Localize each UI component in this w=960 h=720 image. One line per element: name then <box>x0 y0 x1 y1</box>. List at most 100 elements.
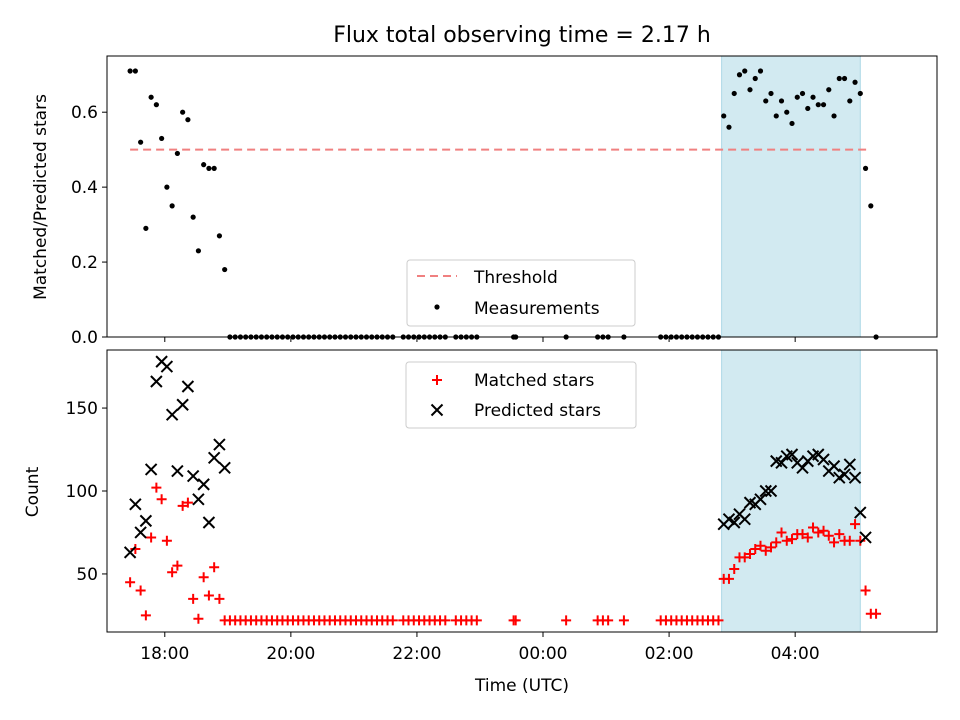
legend-plus-marker <box>432 375 442 385</box>
measurement-point <box>799 90 806 97</box>
matched-stars-point <box>766 542 776 553</box>
top-legend: Threshold Measurements <box>406 259 636 327</box>
predicted-stars-point <box>827 459 841 473</box>
measurement-point <box>810 94 816 100</box>
predicted-stars-point <box>192 493 205 506</box>
bottom-xtick-label: 02:00 <box>645 644 694 664</box>
matched-stars-point <box>140 610 151 621</box>
predicted-stars-point <box>129 498 142 511</box>
measurement-point <box>138 139 144 145</box>
matched-stars-point <box>125 577 136 588</box>
predicted-stars-point <box>186 469 200 483</box>
measurement-point <box>847 98 853 104</box>
measurement-point <box>174 150 180 157</box>
bottom-ytick-label: 150 <box>66 399 98 419</box>
measurement-point <box>132 68 138 74</box>
observing-window-band <box>721 349 861 633</box>
matched-stars-point <box>618 615 629 626</box>
bottom-ylabel: Count <box>23 466 43 517</box>
measurement-point <box>757 68 764 74</box>
matched-stars-point <box>510 615 521 626</box>
predicted-stars-point <box>144 463 158 476</box>
predicted-stars-point <box>859 531 872 544</box>
measurement-point <box>726 124 732 130</box>
measurement-point <box>789 120 795 127</box>
matched-stars-point <box>818 525 829 536</box>
measurement-point <box>752 75 758 82</box>
matched-stars-point <box>813 527 824 538</box>
matched-stars-point <box>203 590 214 601</box>
predicted-stars-point <box>134 526 147 539</box>
legend-predicted-label: Predicted stars <box>474 401 601 421</box>
matched-stars-point <box>188 593 199 604</box>
bottom-xtick-label: 20:00 <box>266 644 315 664</box>
matched-stars-point <box>209 562 220 573</box>
predicted-stars-point <box>843 458 857 471</box>
predicted-stars-point <box>759 484 772 498</box>
matched-stars-point <box>723 573 734 584</box>
measurement-point <box>857 90 863 97</box>
predicted-stars-point <box>785 448 799 461</box>
measurement-point <box>862 165 869 171</box>
bottom-xtick-label: 00:00 <box>519 644 568 664</box>
top-ytick-label: 0.4 <box>71 178 98 198</box>
measurement-point <box>815 102 821 108</box>
top-panel: 0.0 0.2 0.4 0.6 Matched/Predicted stars Thr… <box>31 55 938 348</box>
measurement-point <box>721 113 727 119</box>
matched-stars-point <box>781 535 792 546</box>
measurement-point <box>190 214 196 220</box>
matched-stars-point <box>471 615 482 626</box>
predicted-stars-point <box>728 516 741 529</box>
measurement-point <box>127 68 133 74</box>
measurement-point <box>159 135 165 142</box>
matched-stars-point <box>844 535 855 546</box>
matched-stars-point <box>146 532 157 543</box>
bottom-xlabel: Time (UTC) <box>474 676 569 696</box>
matched-stars-point <box>214 593 225 604</box>
matched-stars-point <box>198 572 209 583</box>
measurement-point <box>768 90 774 97</box>
predicted-stars-point <box>171 464 184 478</box>
top-ytick-label: 0.2 <box>71 253 98 273</box>
measurement-point <box>794 94 800 100</box>
predicted-stars-point <box>848 471 862 484</box>
predicted-stars-point <box>181 380 195 393</box>
measurement-point <box>778 98 785 104</box>
measurement-point <box>747 87 753 93</box>
predicted-stars-point <box>202 516 216 529</box>
matched-stars-point <box>755 540 766 551</box>
measurement-point <box>211 165 217 171</box>
measurement-point <box>164 184 170 190</box>
bottom-panel: 50 100 150 18:00 20:00 22:00 00:00 02:00 04:00 C… <box>23 349 938 696</box>
measurement-point <box>143 225 149 231</box>
matched-stars-point <box>182 497 193 508</box>
matched-stars-point <box>802 532 813 543</box>
legend-measurements-swatch <box>434 304 440 310</box>
legend-matched-swatch <box>432 375 442 385</box>
matched-stars-point <box>193 613 204 624</box>
matched-stars-point <box>834 529 845 540</box>
top-ytick-label: 0.6 <box>71 103 98 123</box>
predicted-stars-point <box>176 398 189 411</box>
measurement-point <box>201 162 207 168</box>
predicted-stars-point <box>123 546 137 559</box>
matched-stars-point <box>561 615 572 626</box>
bottom-xtick-label: 04:00 <box>771 644 820 664</box>
matched-stars-point <box>797 529 808 540</box>
matched-stars-point <box>860 585 871 596</box>
measurement-point <box>742 68 748 74</box>
predicted-stars-point <box>218 461 231 474</box>
predicted-stars-point <box>150 375 163 388</box>
predicted-stars-point <box>197 478 210 491</box>
predicted-stars-point <box>738 512 751 526</box>
predicted-stars-point <box>838 468 851 481</box>
measurement-point <box>826 87 832 93</box>
observing-window-band <box>721 55 861 338</box>
measurement-point <box>731 90 737 97</box>
matched-stars-point <box>823 530 834 541</box>
matched-stars-point <box>750 544 761 555</box>
measurement-point <box>169 203 175 209</box>
matched-stars-point <box>850 519 861 530</box>
predicted-stars-point <box>854 506 867 519</box>
